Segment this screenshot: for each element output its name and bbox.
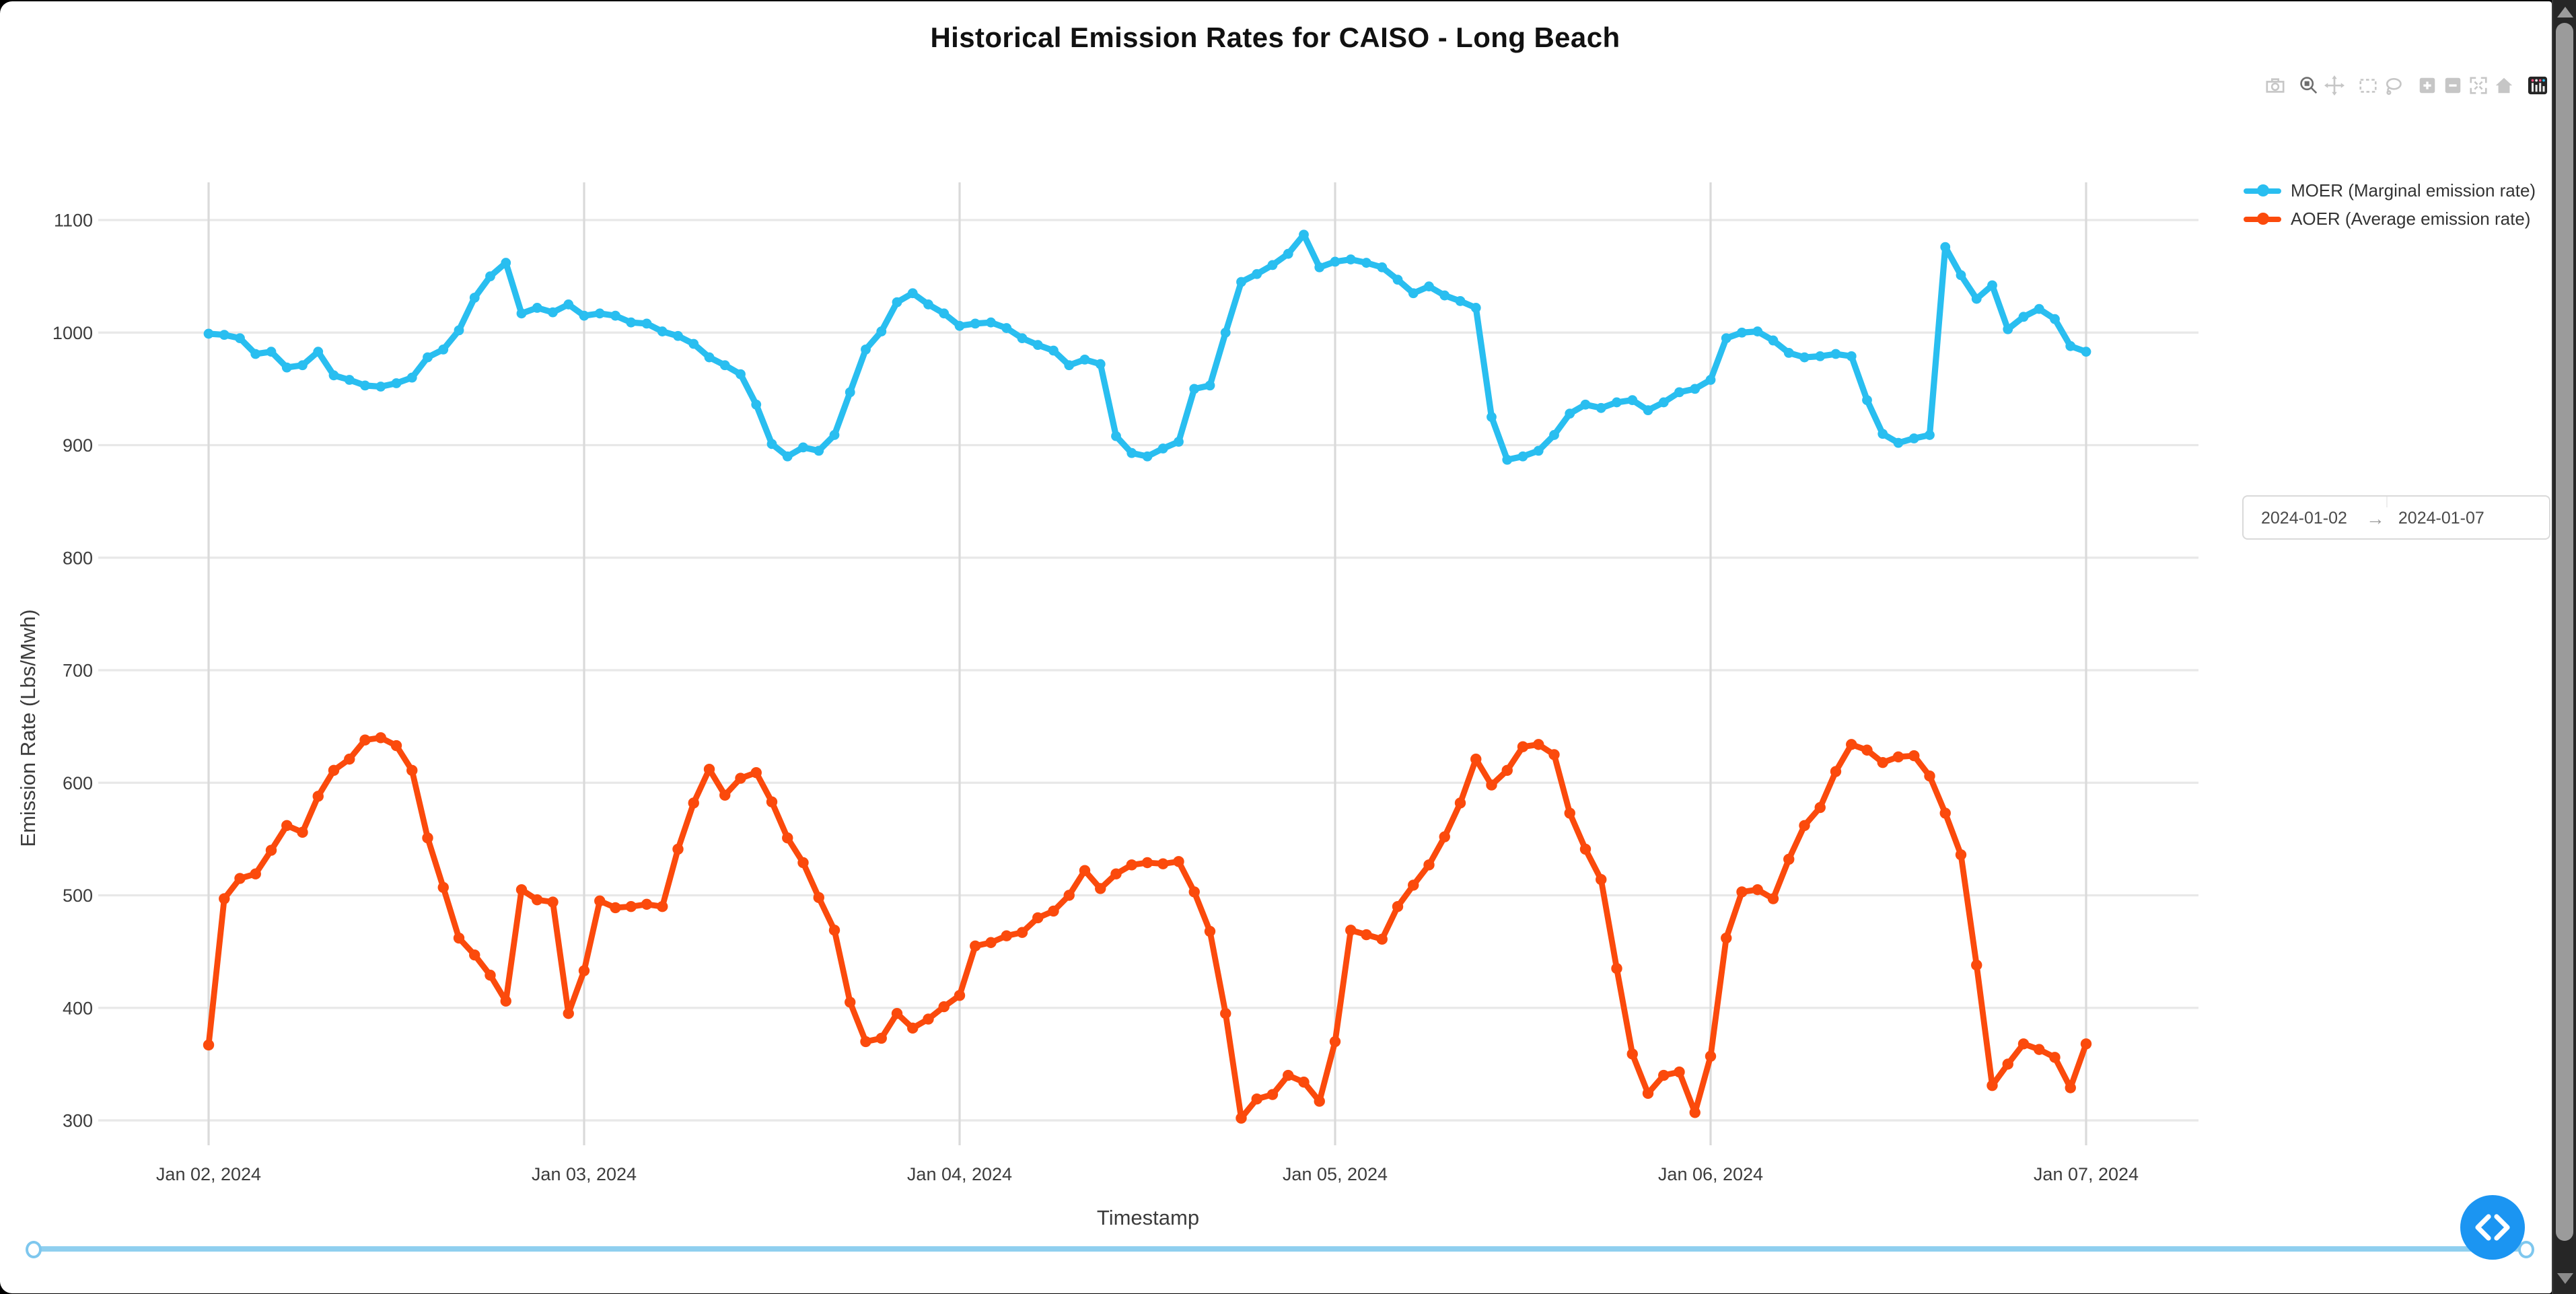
x-tick-label: Jan 05, 2024 <box>1283 1164 1388 1184</box>
y-tick-label: 1100 <box>54 211 93 231</box>
browser-scrollbar[interactable] <box>2551 0 2576 1294</box>
arrow-right-icon: → <box>2365 507 2385 528</box>
series-line-aoer <box>205 734 2089 1122</box>
x-tick-label: Jan 06, 2024 <box>1658 1164 1763 1184</box>
legend-marker-dot <box>2256 184 2268 196</box>
box-select-icon[interactable] <box>2358 74 2378 96</box>
autoscale-icon[interactable] <box>2468 74 2489 96</box>
legend-item-aoer[interactable]: AOER (Average emission rate) <box>2244 205 2536 233</box>
y-tick-label: 1000 <box>52 323 93 343</box>
y-tick-label: 400 <box>63 998 93 1018</box>
zoom-in-icon[interactable] <box>2417 74 2437 96</box>
plotly-modebar <box>2265 74 2551 96</box>
scrollbar-up-arrow-icon[interactable] <box>2556 7 2573 17</box>
y-tick-label: 700 <box>63 661 93 681</box>
x-tick-label: Jan 02, 2024 <box>156 1164 261 1184</box>
plotly-logo-icon[interactable] <box>2528 74 2548 96</box>
x-tick-label: Jan 07, 2024 <box>2034 1164 2139 1184</box>
y-tick-label: 800 <box>63 548 93 568</box>
zoom-out-icon[interactable] <box>2443 74 2463 96</box>
y-tick-label: 300 <box>63 1111 93 1131</box>
x-tick-label: Jan 03, 2024 <box>532 1164 637 1184</box>
camera-icon[interactable] <box>2265 74 2285 96</box>
x-axis-title: Timestamp <box>1096 1207 1200 1230</box>
legend-label: AOER (Average emission rate) <box>2291 209 2531 229</box>
y-axis-title: Emission Rate (Lbs/Mwh) <box>17 609 40 847</box>
reset-home-icon[interactable] <box>2494 74 2514 96</box>
y-tick-label: 600 <box>63 773 93 793</box>
pan-icon[interactable] <box>2324 74 2345 96</box>
scrollbar-thumb[interactable] <box>2556 23 2573 1241</box>
chart-title: Historical Emission Rates for CAISO - Lo… <box>930 23 1620 54</box>
range-slider-track[interactable] <box>34 1246 2526 1252</box>
y-tick-label: 900 <box>63 435 93 456</box>
range-slider-right-handle[interactable] <box>2518 1240 2534 1258</box>
scrollbar-down-arrow-icon[interactable] <box>2556 1273 2573 1284</box>
series-line-moer <box>205 231 2089 463</box>
legend-item-moer[interactable]: MOER (Marginal emission rate) <box>2244 176 2536 205</box>
chevron-left-icon <box>2475 1214 2491 1241</box>
date-range-picker[interactable]: 2024-01-02 → 2024-01-07 <box>2242 495 2550 540</box>
legend: MOER (Marginal emission rate) AOER (Aver… <box>2244 176 2536 233</box>
legend-swatch-moer <box>2244 184 2281 196</box>
datepicker-divider <box>2386 497 2388 507</box>
lasso-select-icon[interactable] <box>2384 74 2404 96</box>
zoom-icon[interactable] <box>2299 74 2319 96</box>
date-start-value[interactable]: 2024-01-02 <box>2261 508 2347 527</box>
legend-swatch-aoer <box>2244 213 2281 225</box>
pager-nav-button[interactable] <box>2460 1195 2525 1260</box>
x-tick-label: Jan 04, 2024 <box>907 1164 1012 1184</box>
legend-label: MOER (Marginal emission rate) <box>2291 180 2536 201</box>
chevron-right-icon <box>2494 1214 2510 1241</box>
range-slider-left-handle[interactable] <box>26 1240 42 1258</box>
date-end-value[interactable]: 2024-01-07 <box>2398 508 2484 527</box>
y-tick-label: 500 <box>63 886 93 906</box>
legend-marker-dot <box>2256 213 2268 225</box>
